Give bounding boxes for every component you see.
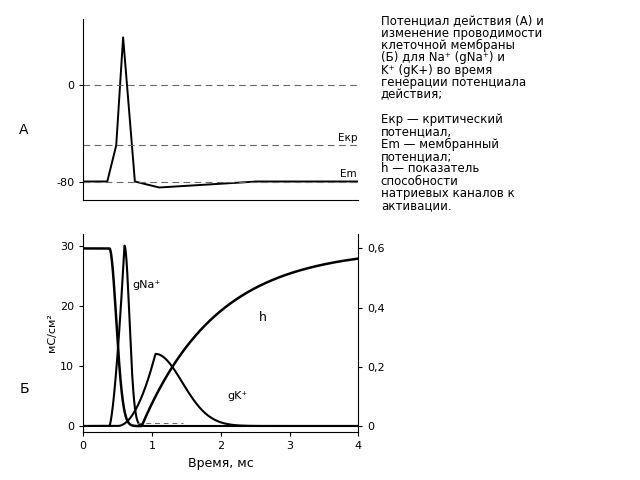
Text: изменение проводимости: изменение проводимости <box>381 27 542 40</box>
Text: (Б) для Na⁺ (gNa⁺) и: (Б) для Na⁺ (gNa⁺) и <box>381 51 505 64</box>
Text: генерации потенциала: генерации потенциала <box>381 76 526 89</box>
Text: Екр — критический: Екр — критический <box>381 113 502 126</box>
Text: потенциал;: потенциал; <box>381 150 452 163</box>
Text: gK⁺: gK⁺ <box>228 391 248 401</box>
Text: активации.: активации. <box>381 199 451 212</box>
Text: потенциал,: потенциал, <box>381 125 452 138</box>
Text: gNa⁺: gNa⁺ <box>132 280 161 290</box>
Text: действия;: действия; <box>381 88 443 101</box>
Text: клеточной мембраны: клеточной мембраны <box>381 39 515 52</box>
Text: натриевых каналов к: натриевых каналов к <box>381 187 515 200</box>
Text: Em: Em <box>340 169 357 179</box>
Text: Еm — мембранный: Еm — мембранный <box>381 138 499 151</box>
Text: Потенциал действия (А) и: Потенциал действия (А) и <box>381 14 543 27</box>
Y-axis label: мС/см²: мС/см² <box>47 313 57 352</box>
Text: h — показатель: h — показатель <box>381 162 479 175</box>
X-axis label: Время, мс: Время, мс <box>188 456 253 469</box>
Text: способности: способности <box>381 175 459 188</box>
Text: K⁺ (gK+) во время: K⁺ (gK+) во время <box>381 64 492 77</box>
Text: А: А <box>19 122 29 137</box>
Text: h: h <box>259 312 266 324</box>
Text: Б: Б <box>19 382 29 396</box>
Text: Екр: Екр <box>337 133 357 143</box>
